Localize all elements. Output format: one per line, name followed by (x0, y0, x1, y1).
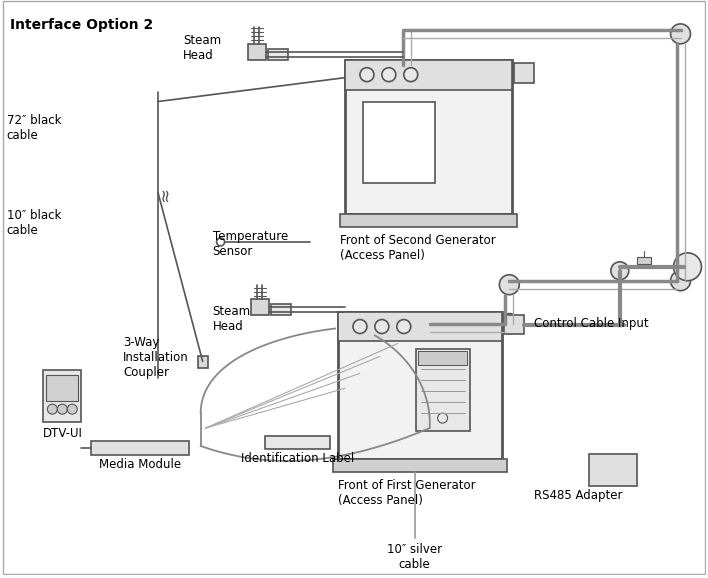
Circle shape (670, 24, 690, 44)
Bar (345, 60, 513, 214)
Bar (271, 303, 291, 314)
Bar (363, 102, 435, 183)
Bar (504, 314, 524, 335)
Text: Front of First Generator
(Access Panel): Front of First Generator (Access Panel) (338, 479, 476, 507)
Bar (514, 63, 535, 83)
Text: Front of Second Generator
(Access Panel): Front of Second Generator (Access Panel) (340, 234, 496, 262)
Text: 10″ black
cable: 10″ black cable (6, 209, 61, 237)
Bar (338, 312, 503, 459)
Circle shape (396, 320, 411, 334)
Text: 10″ silver
cable: 10″ silver cable (387, 543, 442, 570)
Text: 3-Way
Installation
Coupler: 3-Way Installation Coupler (123, 336, 189, 380)
Bar (345, 60, 513, 90)
Circle shape (360, 68, 374, 81)
Circle shape (670, 271, 690, 291)
Bar (268, 49, 288, 60)
Circle shape (611, 262, 629, 280)
Text: RS485 Adapter: RS485 Adapter (535, 489, 623, 502)
Circle shape (499, 314, 519, 334)
Text: Interface Option 2: Interface Option 2 (9, 18, 153, 32)
Bar (333, 459, 508, 472)
Bar (636, 257, 651, 264)
Text: Temperature
Sensor: Temperature Sensor (212, 230, 288, 258)
Bar (249, 44, 266, 60)
Bar (91, 441, 189, 455)
Text: Control Cable Input: Control Cable Input (535, 317, 649, 329)
Circle shape (47, 404, 57, 414)
Circle shape (67, 404, 77, 414)
Bar (418, 351, 467, 365)
Circle shape (404, 68, 418, 81)
Text: Steam
Head: Steam Head (183, 34, 221, 62)
Text: ≈: ≈ (157, 187, 175, 202)
Circle shape (499, 275, 519, 295)
Bar (338, 312, 503, 342)
Circle shape (382, 68, 396, 81)
Circle shape (353, 320, 367, 334)
Bar (266, 436, 330, 449)
Text: Media Module: Media Module (99, 458, 181, 471)
Bar (43, 370, 81, 422)
Text: Identification Label: Identification Label (241, 452, 354, 465)
Text: 72″ black
cable: 72″ black cable (6, 114, 61, 143)
Bar (589, 454, 636, 486)
Bar (47, 375, 79, 401)
Circle shape (57, 404, 67, 414)
Circle shape (673, 253, 702, 281)
Bar (416, 350, 471, 431)
Circle shape (217, 238, 224, 246)
Circle shape (375, 320, 389, 334)
Bar (198, 357, 207, 368)
Text: Steam
Head: Steam Head (212, 305, 251, 332)
Text: DTV-UI: DTV-UI (42, 427, 82, 440)
Bar (251, 299, 269, 314)
Bar (340, 214, 518, 227)
